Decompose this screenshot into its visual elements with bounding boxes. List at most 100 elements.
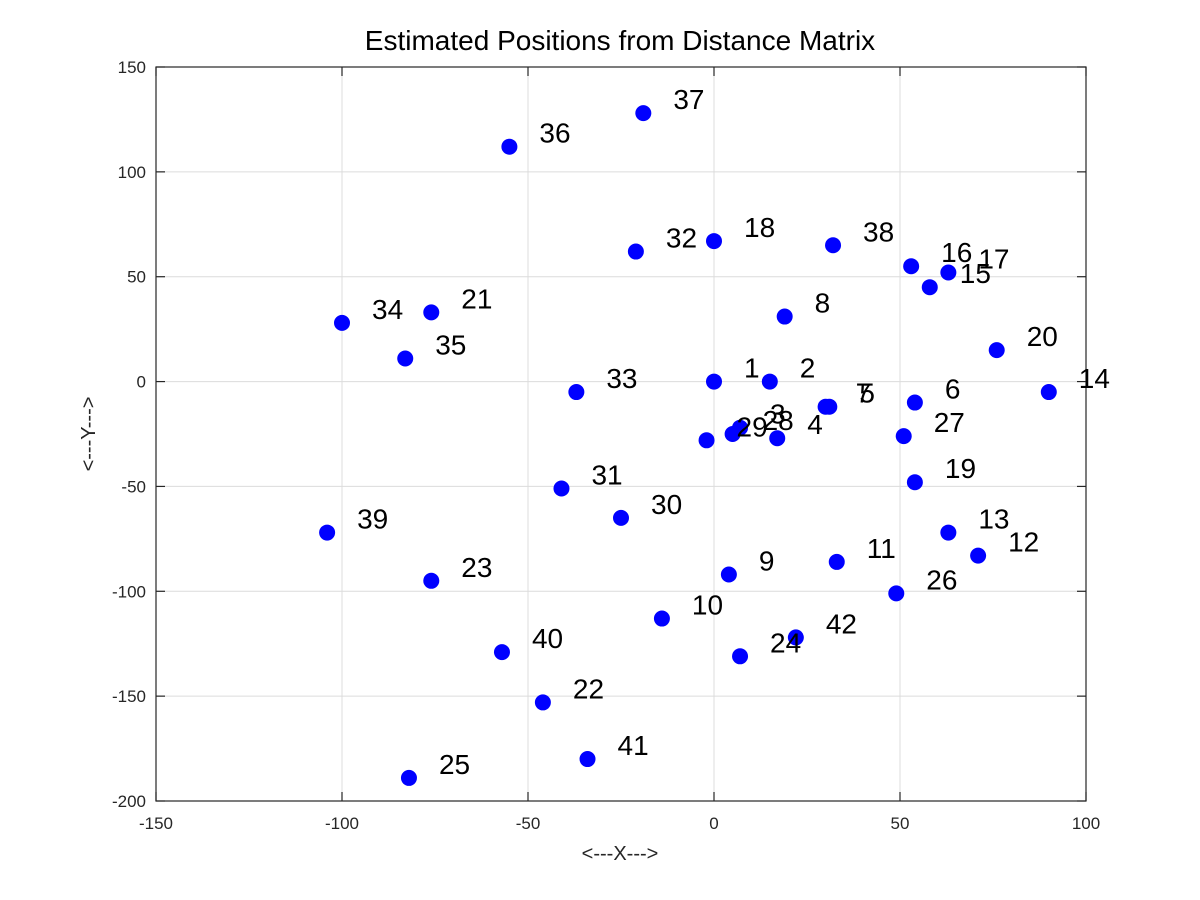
data-points (319, 105, 1057, 786)
data-point (828, 553, 845, 570)
data-point (970, 547, 987, 564)
y-tick-label: 100 (118, 163, 146, 182)
data-point (579, 751, 596, 768)
data-point-label: 2 (800, 353, 816, 384)
data-point-label: 1 (744, 353, 760, 384)
data-point (787, 629, 804, 646)
data-point (698, 432, 715, 449)
data-point-label: 6 (945, 374, 961, 405)
data-point-label: 23 (461, 552, 492, 583)
data-point (895, 428, 912, 445)
data-point-label: 34 (372, 294, 403, 325)
data-point-label: 18 (744, 212, 775, 243)
data-point-label: 9 (759, 546, 775, 577)
data-point-label: 11 (867, 533, 896, 564)
grid (156, 67, 1086, 801)
data-point (501, 138, 518, 155)
x-tick-label: 50 (891, 814, 910, 833)
y-tick-label: 0 (137, 373, 146, 392)
data-point-label: 13 (978, 504, 1009, 535)
data-point (921, 279, 938, 296)
data-point-label: 33 (606, 363, 637, 394)
data-point (903, 258, 920, 275)
data-point-label: 5 (859, 378, 875, 409)
data-point-label: 17 (978, 244, 1009, 275)
data-point (653, 610, 670, 627)
data-point-label: 3 (770, 399, 786, 430)
data-point (553, 480, 570, 497)
axis-ticks: -150 -100 -50 0 50 100-200-150-100-5005010015… (112, 58, 1100, 833)
data-point-label: 37 (673, 84, 704, 115)
data-point-label: 40 (532, 623, 563, 654)
data-point (761, 373, 778, 390)
data-point (1040, 384, 1057, 401)
x-tick-label: 100 (1072, 814, 1100, 833)
data-point-label: 24 (770, 627, 801, 658)
x-tick-label: -50 (516, 814, 541, 833)
data-point-label: 16 (941, 237, 972, 268)
data-point-label: 14 (1079, 363, 1110, 394)
data-point-label: 42 (826, 608, 857, 639)
data-point-label: 8 (815, 288, 831, 319)
data-point (940, 264, 957, 281)
data-point-label: 25 (439, 749, 470, 780)
data-point-label: 28 (763, 405, 794, 436)
x-tick-label: 0 (709, 814, 718, 833)
data-point-label: 27 (934, 407, 965, 438)
data-point-label: 12 (1008, 527, 1039, 558)
data-point (423, 304, 440, 321)
data-point-label: 31 (591, 460, 622, 491)
data-point-label: 22 (573, 673, 604, 704)
y-tick-label: 50 (127, 268, 146, 287)
data-point (568, 384, 585, 401)
data-point-label: 15 (960, 258, 991, 289)
data-point-label: 35 (435, 330, 466, 361)
data-point (906, 474, 923, 491)
data-point-label: 36 (539, 118, 570, 149)
data-point (613, 509, 629, 526)
data-point (888, 585, 905, 602)
data-point-label: 21 (461, 283, 492, 314)
x-tick-label: -100 (325, 814, 359, 833)
y-tick-label: 150 (118, 58, 146, 77)
data-point-label: 29 (737, 411, 768, 442)
data-point-label: 7 (856, 378, 872, 409)
data-point (825, 237, 842, 254)
data-point (706, 373, 722, 390)
data-point (817, 398, 834, 415)
data-point (334, 314, 350, 331)
data-point-label: 38 (863, 216, 894, 247)
y-tick-label: -50 (121, 477, 146, 496)
data-point-label: 19 (945, 453, 976, 484)
data-point (397, 350, 414, 367)
data-point (724, 426, 741, 442)
data-point (906, 394, 923, 411)
y-tick-label: -100 (112, 582, 146, 601)
data-point (493, 644, 510, 661)
data-point (534, 694, 551, 711)
data-point-label: 26 (926, 564, 957, 595)
data-point (769, 430, 786, 447)
y-tick-label: -200 (112, 792, 146, 811)
data-point (319, 524, 336, 541)
plot-frame (155, 66, 1087, 802)
data-point-label: 10 (692, 590, 723, 621)
data-point (635, 105, 652, 122)
data-point (988, 342, 1005, 359)
chart-title: Estimated Positions from Distance Matrix (365, 25, 875, 56)
data-point (776, 308, 793, 325)
data-point-label: 30 (651, 489, 682, 520)
x-axis-label: <---X---> (582, 843, 659, 865)
data-point (732, 648, 749, 665)
data-point (627, 243, 644, 260)
data-point-label: 4 (807, 409, 823, 440)
data-point-label: 20 (1027, 321, 1058, 352)
data-point-label: 39 (357, 504, 388, 535)
x-tick-label: -150 (139, 814, 173, 833)
data-point (400, 769, 417, 786)
data-point (720, 566, 737, 583)
y-axis-label: <---Y---> (78, 397, 100, 472)
data-point (423, 572, 440, 589)
